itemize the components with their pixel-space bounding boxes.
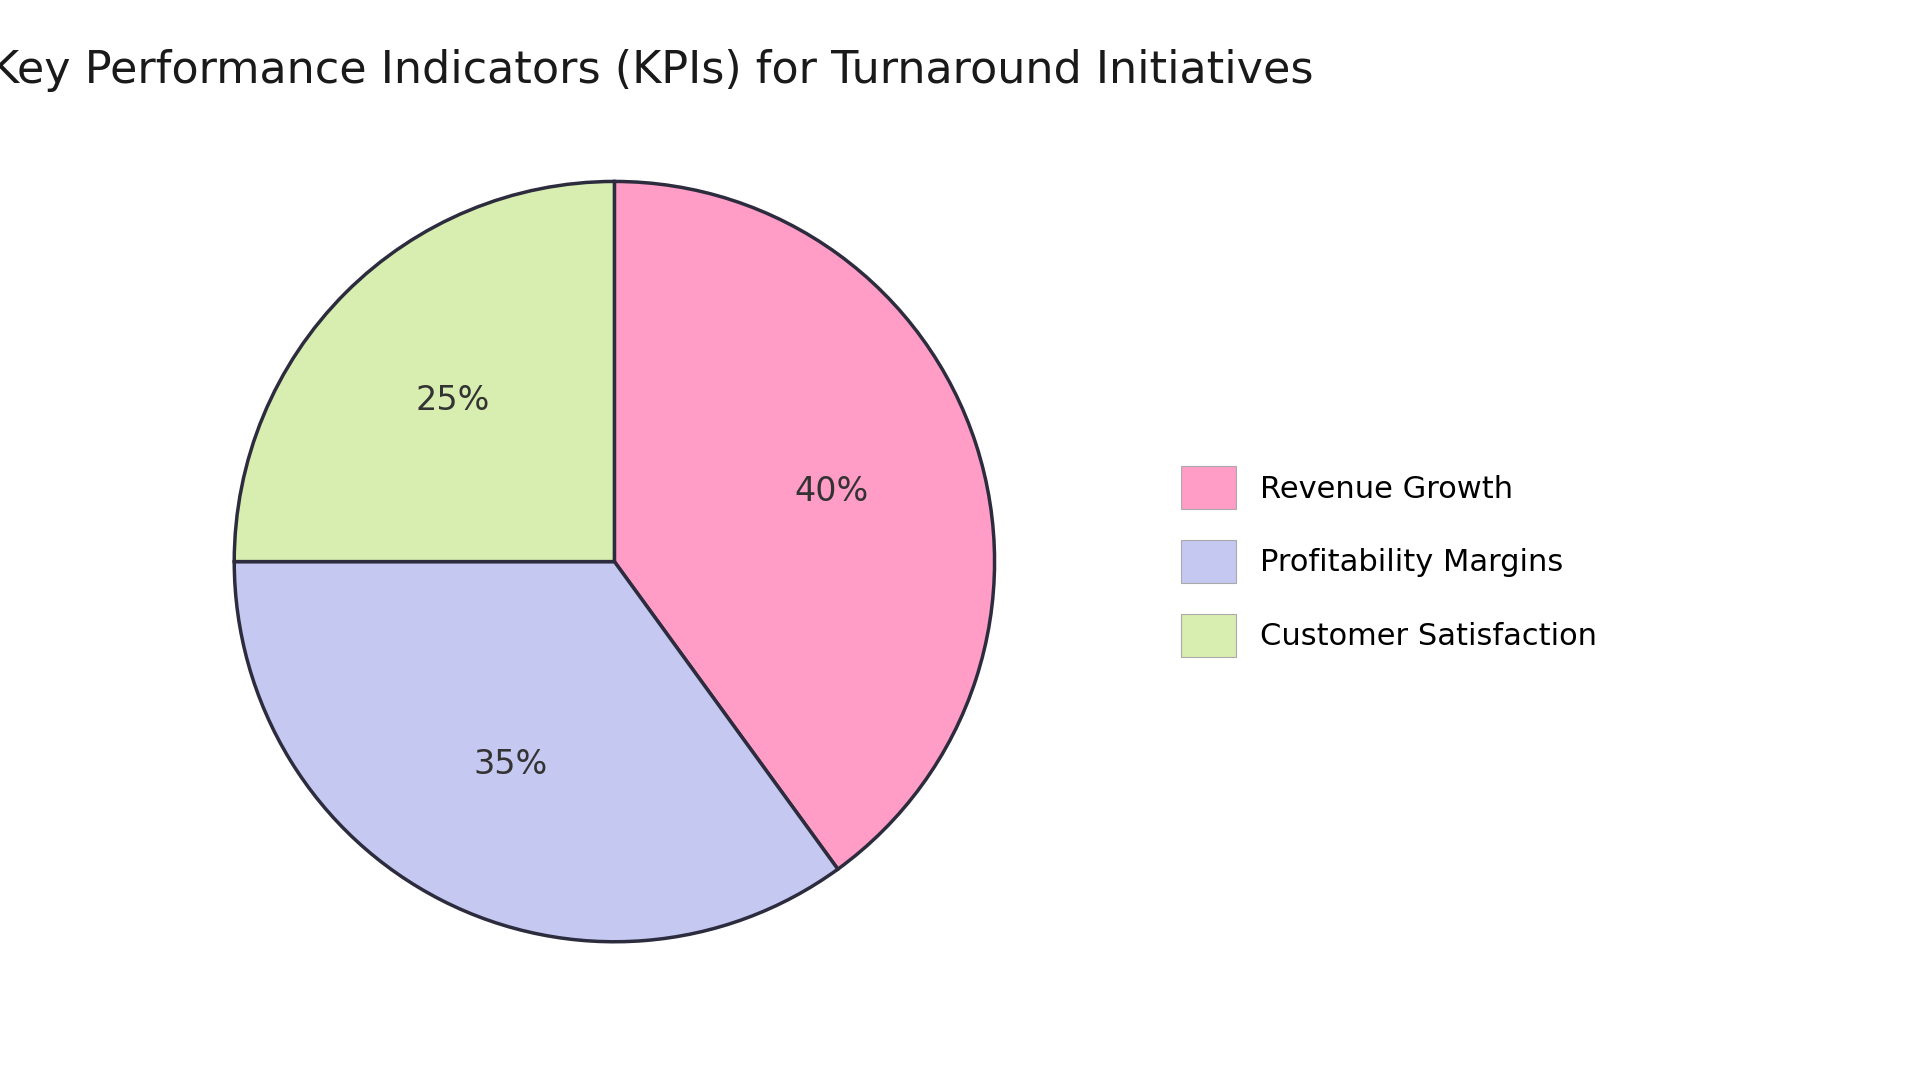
Text: Key Performance Indicators (KPIs) for Turnaround Initiatives: Key Performance Indicators (KPIs) for Tu…: [0, 49, 1313, 92]
Text: 40%: 40%: [795, 474, 868, 508]
Legend: Revenue Growth, Profitability Margins, Customer Satisfaction: Revenue Growth, Profitability Margins, C…: [1181, 467, 1597, 657]
Text: 25%: 25%: [417, 383, 490, 417]
Wedge shape: [234, 562, 837, 942]
Text: 35%: 35%: [474, 748, 547, 781]
Wedge shape: [614, 181, 995, 869]
Wedge shape: [234, 181, 614, 562]
